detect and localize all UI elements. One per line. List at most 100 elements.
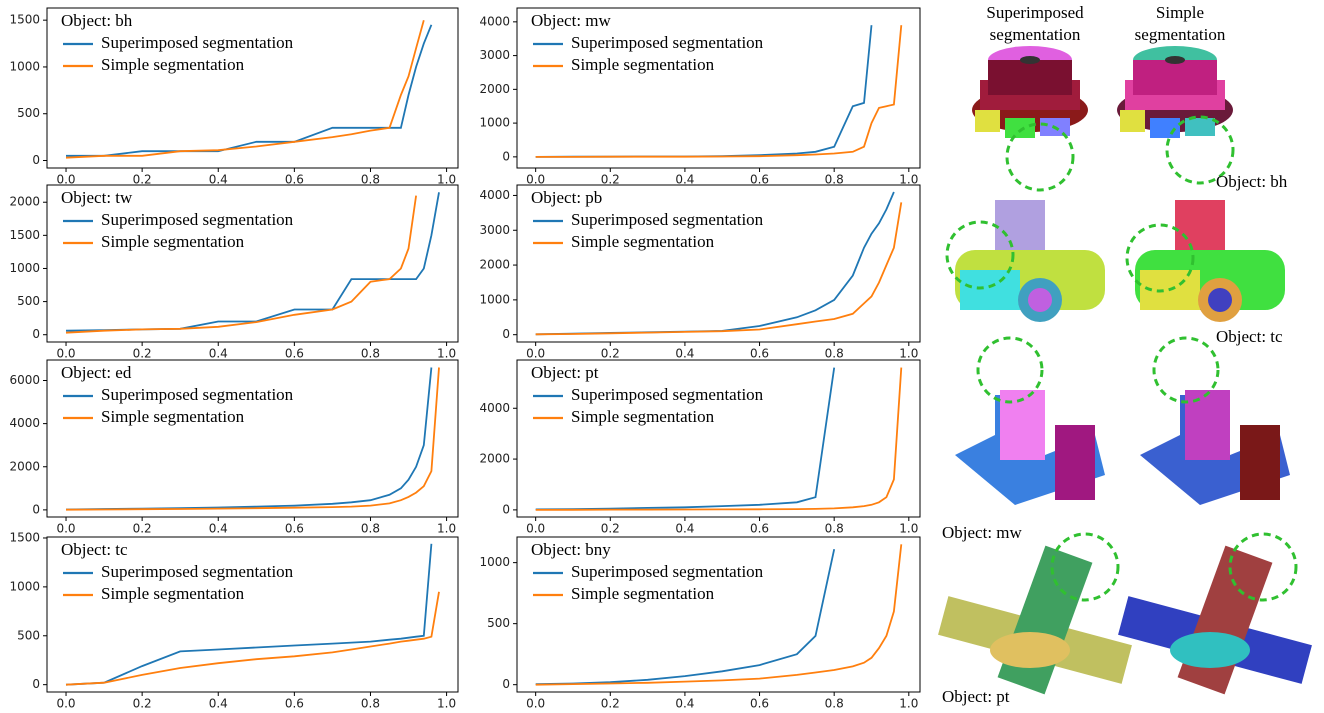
chart-title: Object: tw — [61, 188, 133, 207]
x-tick-label: 0.0 — [526, 347, 545, 361]
x-tick-label: 1.0 — [437, 522, 456, 536]
y-tick-label: 2000 — [479, 82, 510, 96]
y-tick-label: 6000 — [9, 373, 40, 387]
y-tick-label: 0 — [502, 502, 510, 516]
line-chart: 010002000300040000.00.20.40.60.81.0Objec… — [479, 185, 920, 361]
legend-label: Simple segmentation — [101, 55, 245, 74]
chart-title: Object: mw — [531, 11, 612, 30]
x-tick-label: 0.2 — [133, 173, 152, 187]
y-tick-label: 4000 — [9, 416, 40, 430]
x-tick-label: 0.4 — [209, 697, 228, 711]
charts: 0500100015000.00.20.40.60.81.0Object: bh… — [0, 0, 1324, 713]
render-tc-super — [955, 200, 1105, 322]
x-tick-label: 1.0 — [437, 347, 456, 361]
y-tick-label: 0 — [502, 149, 510, 163]
series-line — [66, 592, 439, 685]
x-tick-label: 0.0 — [526, 522, 545, 536]
plot-frame — [517, 185, 920, 342]
object-label: Object: pt — [942, 687, 1010, 707]
legend-label: Superimposed segmentation — [571, 33, 764, 52]
x-tick-label: 1.0 — [899, 522, 918, 536]
render-bh-simple — [1117, 46, 1233, 138]
y-tick-label: 500 — [17, 294, 40, 308]
legend-label: Superimposed segmentation — [101, 33, 294, 52]
x-tick-label: 0.6 — [750, 173, 769, 187]
legend-label: Simple segmentation — [571, 55, 715, 74]
chart-title: Object: tc — [61, 540, 128, 559]
y-tick-label: 2000 — [479, 258, 510, 272]
x-tick-label: 0.4 — [675, 522, 694, 536]
plot-frame — [517, 360, 920, 517]
object-label: Object: mw — [942, 523, 1022, 543]
y-tick-label: 1000 — [9, 261, 40, 275]
y-tick-label: 500 — [17, 628, 40, 642]
column-title: Superimposed segmentation — [960, 2, 1110, 46]
y-tick-label: 500 — [17, 106, 40, 120]
y-tick-label: 0 — [502, 327, 510, 341]
y-tick-label: 4000 — [479, 188, 510, 202]
x-tick-label: 0.6 — [285, 697, 304, 711]
plot-frame — [517, 537, 920, 692]
x-tick-label: 0.2 — [133, 522, 152, 536]
legend-label: Simple segmentation — [571, 232, 715, 251]
y-tick-label: 2000 — [9, 195, 40, 209]
legend-label: Simple segmentation — [571, 407, 715, 426]
x-tick-label: 0.2 — [601, 173, 620, 187]
line-chart: 050010000.00.20.40.60.81.0Object: bnySup… — [479, 537, 920, 711]
x-tick-label: 1.0 — [437, 697, 456, 711]
x-tick-label: 1.0 — [899, 173, 918, 187]
x-tick-label: 0.6 — [285, 522, 304, 536]
chart-title: Object: bny — [531, 540, 611, 559]
x-tick-label: 0.0 — [56, 697, 75, 711]
render-ed-simple — [1140, 390, 1290, 505]
x-tick-label: 0.2 — [601, 697, 620, 711]
x-tick-label: 0.0 — [526, 697, 545, 711]
legend-label: Superimposed segmentation — [571, 210, 764, 229]
y-tick-label: 1000 — [9, 579, 40, 593]
x-tick-label: 0.4 — [209, 347, 228, 361]
y-tick-label: 0 — [32, 327, 40, 341]
render-ed-super — [955, 390, 1105, 505]
x-tick-label: 0.2 — [133, 347, 152, 361]
x-tick-label: 0.8 — [825, 347, 844, 361]
legend-label: Simple segmentation — [101, 232, 245, 251]
x-tick-label: 0.6 — [750, 522, 769, 536]
chart-title: Object: pt — [531, 363, 599, 382]
legend-label: Superimposed segmentation — [571, 562, 764, 581]
y-tick-label: 0 — [32, 153, 40, 167]
y-tick-label: 1000 — [479, 292, 510, 306]
object-label: Object: tc — [1216, 327, 1283, 347]
y-tick-label: 1000 — [479, 116, 510, 130]
y-tick-label: 3000 — [479, 48, 510, 62]
y-tick-label: 2000 — [479, 452, 510, 466]
x-tick-label: 0.4 — [209, 173, 228, 187]
x-tick-label: 0.4 — [675, 697, 694, 711]
x-tick-label: 0.8 — [361, 697, 380, 711]
plot-frame — [47, 185, 458, 342]
x-tick-label: 0.0 — [526, 173, 545, 187]
object-renders — [938, 46, 1312, 694]
y-tick-label: 1500 — [9, 13, 40, 27]
x-tick-label: 0.2 — [133, 697, 152, 711]
x-tick-label: 0.6 — [285, 173, 304, 187]
chart-title: Object: pb — [531, 188, 602, 207]
line-chart: 05001000150020000.00.20.40.60.81.0Object… — [9, 185, 458, 361]
y-tick-label: 1000 — [479, 555, 510, 569]
x-tick-label: 0.8 — [825, 697, 844, 711]
x-tick-label: 0.6 — [750, 697, 769, 711]
render-pt-super — [938, 546, 1132, 695]
x-tick-label: 0.8 — [361, 522, 380, 536]
render-tc-simple — [1135, 200, 1285, 322]
figure: 0500100015000.00.20.40.60.81.0Object: bh… — [0, 0, 1324, 713]
legend-label: Simple segmentation — [571, 584, 715, 603]
x-tick-label: 0.0 — [56, 522, 75, 536]
y-tick-label: 0 — [32, 677, 40, 691]
x-tick-label: 0.8 — [361, 347, 380, 361]
column-title: Simple segmentation — [1130, 2, 1230, 46]
legend-label: Simple segmentation — [101, 584, 245, 603]
y-tick-label: 1000 — [9, 59, 40, 73]
